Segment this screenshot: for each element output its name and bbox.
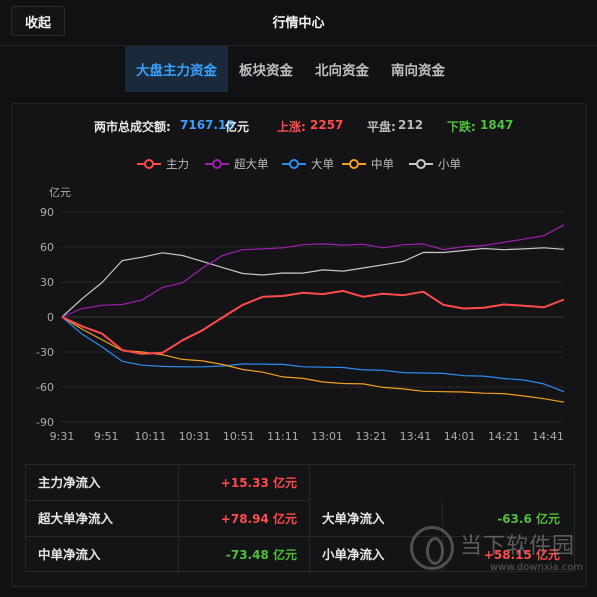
top-bar: 收起 行情中心 [0,0,597,44]
down-label: 下跌: [447,120,476,134]
super-large-inflow-value: +78.94 亿元 [220,512,297,526]
series-line-super-large [61,224,565,318]
flow-cell-medium-value: -73.48 亿元 [179,537,310,573]
chart-legend: 主力 超大单 大单 中单 小单 [12,156,586,172]
tab-bar: 大盘主力资金 板块资金 北向资金 南向资金 [125,46,456,92]
legend-item-super-large[interactable]: 超大单 [205,156,269,172]
y-tick-label: -30 [36,346,54,359]
up-value: 2257 [310,118,344,132]
y-tick-label: -60 [36,381,54,394]
x-tick-label: 13:41 [400,430,432,443]
large-inflow-label: 大单净流入 [322,511,385,526]
legend-marker-icon [137,159,161,169]
flow-cell-small-value: +58.15 亿元 [443,537,574,573]
flat-label: 平盘: [367,120,396,134]
y-tick-label: 30 [40,276,54,289]
header-divider [0,45,597,46]
legend-marker-icon [342,159,366,169]
x-tick-label: 10:11 [135,430,167,443]
legend-label: 主力 [166,157,189,171]
main-inflow-label: 主力净流入 [38,475,101,490]
main-inflow-value: +15.33 亿元 [220,476,297,490]
legend-item-medium[interactable]: 中单 [342,156,394,172]
legend-label: 大单 [311,157,334,171]
y-tick-label: 90 [40,206,54,219]
small-inflow-value: +58.15 亿元 [483,548,560,562]
legend-label: 超大单 [234,157,269,171]
x-tick-label: 10:51 [223,430,255,443]
tab-southbound-funds[interactable]: 南向资金 [391,63,445,79]
watermark-url: www.downxia.com [490,562,584,573]
watermark: 当下软件园 www.downxia.com [410,520,595,590]
medium-inflow-value: -73.48 亿元 [225,548,297,562]
series-line-large [61,316,565,393]
flow-cell-large-value: -63.6 亿元 [443,501,574,537]
super-large-inflow-label: 超大单净流入 [38,511,114,526]
legend-item-main[interactable]: 主力 [137,156,189,172]
turnover-unit: 亿元 [225,120,250,134]
series-line-medium [61,316,565,403]
watermark-logo-icon [410,526,454,570]
down-value: 1847 [480,118,514,132]
y-axis-label: 亿元 [49,186,71,199]
small-inflow-label: 小单净流入 [322,547,385,562]
x-tick-label: 14:01 [444,430,476,443]
legend-label: 中单 [371,157,394,171]
x-tick-label: 9:31 [50,430,75,443]
legend-item-small[interactable]: 小单 [409,156,461,172]
legend-marker-icon [205,159,229,169]
flow-cell-medium-label: 中单净流入 [26,537,179,573]
watermark-text: 当下软件园 [460,534,576,559]
flat-value: 212 [398,118,424,132]
tab-sector-funds[interactable]: 板块资金 [239,63,293,79]
y-tick-label: 0 [47,311,54,324]
up-label: 上涨: [277,120,306,134]
large-inflow-value: -63.6 亿元 [497,512,560,526]
legend-marker-icon [282,159,306,169]
flow-cell-main-label: 主力净流入 [26,465,179,501]
fund-flow-chart: 90 60 30 0 -30 -60 -909:31 9:51 10:11 10:31 10:51 1… [36,206,565,443]
flow-cell-super-large-label: 超大单净流入 [26,501,179,537]
x-tick-label: 13:01 [311,430,343,443]
medium-inflow-label: 中单净流入 [38,547,101,562]
x-tick-label: 9:51 [94,430,119,443]
y-tick-label: -90 [36,416,54,429]
x-tick-label: 11:11 [267,430,299,443]
collapse-button[interactable]: 收起 [11,6,65,36]
x-tick-label: 13:21 [355,430,387,443]
fund-flow-panel: 两市总成交额: 7167.18 亿元 上涨: 2257 平盘: 212 下跌: … [11,103,587,587]
legend-item-large[interactable]: 大单 [282,156,334,172]
y-tick-label: 60 [40,241,54,254]
flow-cell-main-value: +15.33 亿元 [179,465,310,501]
turnover-label: 两市总成交额: [94,120,171,134]
tab-northbound-funds[interactable]: 北向资金 [315,63,369,79]
page-title: 行情中心 [272,16,325,31]
series-line-main [61,289,565,355]
series-line-small [61,247,565,318]
turnover-value: 7167.18 [180,118,235,132]
x-tick-label: 14:21 [488,430,520,443]
legend-marker-icon [409,159,433,169]
legend-label: 小单 [438,157,461,171]
flow-cell-super-large-value: +78.94 亿元 [179,501,310,537]
net-inflow-table: 主力净流入 +15.33 亿元 超大单净流入 +78.94 亿元 大单净流入 -… [25,464,575,573]
flow-cell-large-label: 大单净流入 [310,501,443,537]
x-tick-label: 14:41 [532,430,564,443]
x-tick-label: 10:31 [179,430,211,443]
tab-market-main-funds[interactable]: 大盘主力资金 [125,46,228,92]
